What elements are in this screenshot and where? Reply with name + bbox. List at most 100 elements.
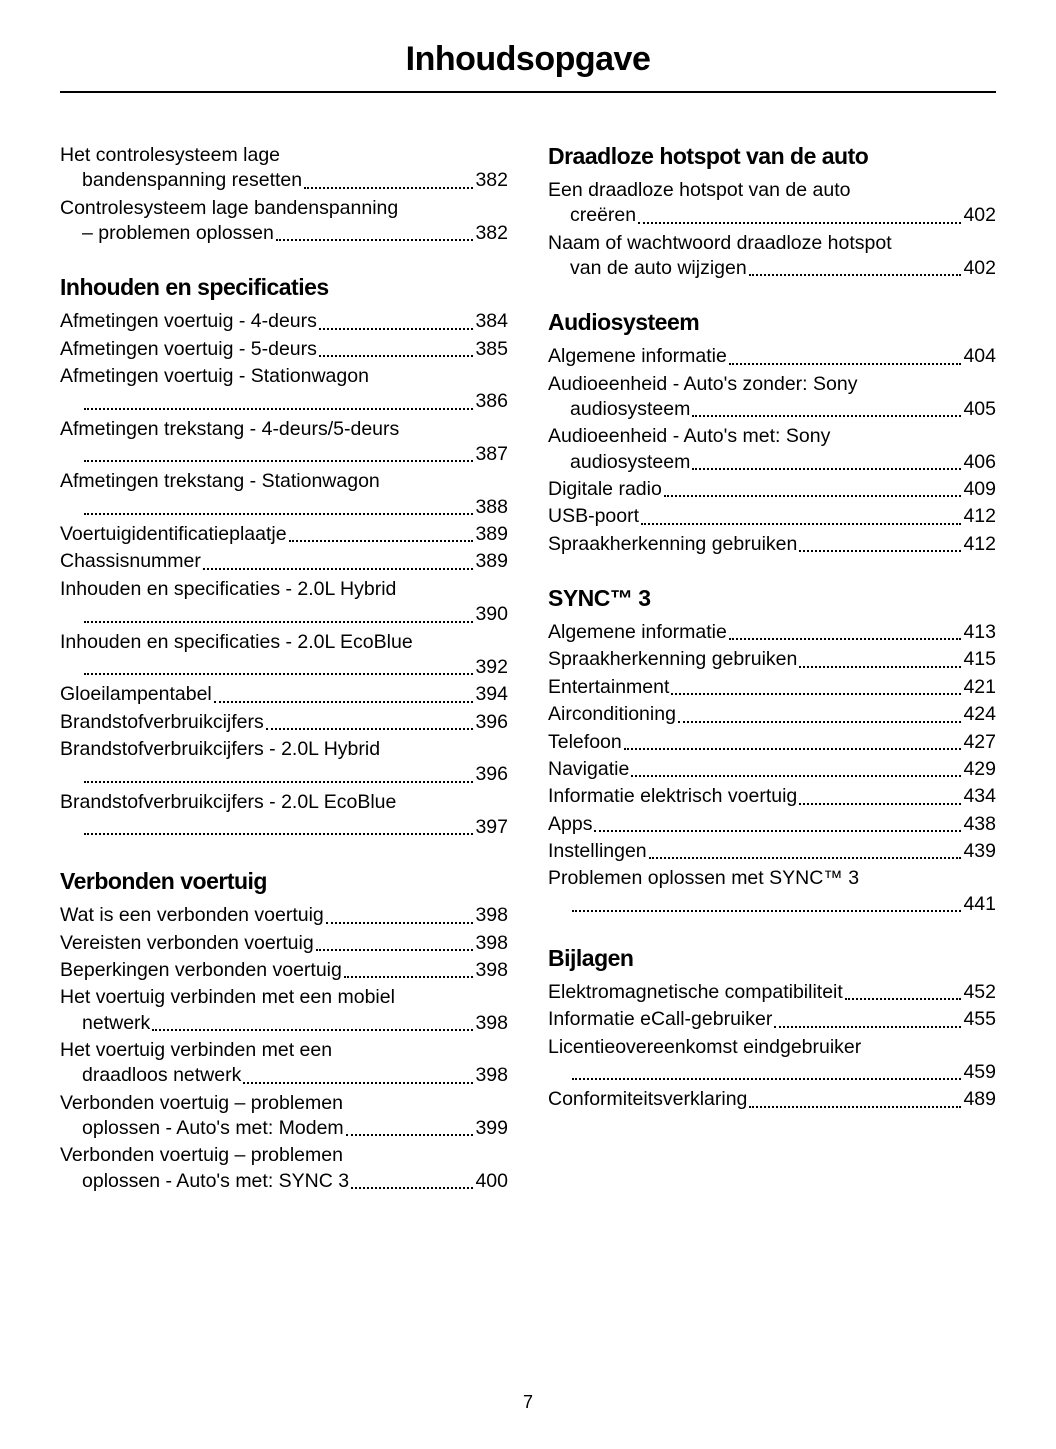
toc-entry: Apps438 xyxy=(548,812,996,837)
dot-leader xyxy=(346,1134,474,1136)
toc-entry-page: 434 xyxy=(963,784,996,809)
toc-entry-text-line1: Een draadloze hotspot van de auto xyxy=(548,178,996,203)
toc-entry-text-line1: Inhouden en specificaties - 2.0L Hybrid xyxy=(60,577,508,602)
dot-leader xyxy=(84,673,473,675)
toc-entry-text-line1: Het controlesysteem lage xyxy=(60,143,508,168)
toc-entry-page: 402 xyxy=(963,203,996,228)
toc-entry: Chassisnummer 389 xyxy=(60,549,508,574)
toc-entry: Conformiteitsverklaring 489 xyxy=(548,1087,996,1112)
toc-entry-text-line2: oplossen - Auto's met: SYNC 3 xyxy=(82,1169,349,1194)
toc-entry-text-line1: Licentieovereenkomst eindgebruiker xyxy=(548,1035,996,1060)
toc-entry-text: Chassisnummer xyxy=(60,549,201,574)
section-title: SYNC™ 3 xyxy=(548,585,996,612)
toc-entry-page: 382 xyxy=(475,221,508,246)
dot-leader xyxy=(692,415,961,417)
dot-leader xyxy=(243,1082,473,1084)
toc-entry-page: 402 xyxy=(963,256,996,281)
toc-entry-text-line1: Het voertuig verbinden met een mobiel xyxy=(60,985,508,1010)
toc-entry: Digitale radio409 xyxy=(548,477,996,502)
toc-entry: Naam of wachtwoord draadloze hotspotvan … xyxy=(548,231,996,282)
dot-leader xyxy=(572,910,961,912)
dot-leader xyxy=(671,693,961,695)
toc-entry: Verbonden voertuig – problemenoplossen -… xyxy=(60,1143,508,1194)
toc-entry-text: Spraakherkenning gebruiken xyxy=(548,647,797,672)
toc-entry: Algemene informatie413 xyxy=(548,620,996,645)
toc-entry-page: 388 xyxy=(475,495,508,520)
toc-entry-page: 441 xyxy=(963,892,996,917)
toc-entry-page: 412 xyxy=(963,504,996,529)
toc-entry-page: 389 xyxy=(475,549,508,574)
toc-entry: Audioeenheid - Auto's met: Sonyaudiosyst… xyxy=(548,424,996,475)
toc-entry-page: 413 xyxy=(963,620,996,645)
toc-entry-text-line1: Brandstofverbruikcijfers - 2.0L Hybrid xyxy=(60,737,508,762)
toc-entry-page: 400 xyxy=(475,1169,508,1194)
toc-entry-text: Beperkingen verbonden voertuig xyxy=(60,958,342,983)
toc-entry-text-line1: Naam of wachtwoord draadloze hotspot xyxy=(548,231,996,256)
toc-entry-text-line2: oplossen - Auto's met: Modem xyxy=(82,1116,344,1141)
toc-entry-text-line2: audiosysteem xyxy=(570,450,690,475)
toc-entry-text: Conformiteitsverklaring xyxy=(548,1087,747,1112)
toc-entry-text: Airconditioning xyxy=(548,702,676,727)
dot-leader xyxy=(203,568,474,570)
dot-leader xyxy=(304,187,473,189)
toc-entry-page: 406 xyxy=(963,450,996,475)
toc-entry-text-line1: Verbonden voertuig – problemen xyxy=(60,1143,508,1168)
toc-entry-page: 429 xyxy=(963,757,996,782)
toc-entry-page: 396 xyxy=(475,710,508,735)
toc-entry: Elektromagnetische compatibiliteit452 xyxy=(548,980,996,1005)
dot-leader xyxy=(351,1187,473,1189)
toc-entry: Het voertuig verbinden met een mobielnet… xyxy=(60,985,508,1036)
toc-entry-text-line1: Audioeenheid - Auto's met: Sony xyxy=(548,424,996,449)
toc-entry-page: 455 xyxy=(963,1007,996,1032)
dot-leader xyxy=(84,833,473,835)
dot-leader xyxy=(316,949,474,951)
toc-entry-page: 405 xyxy=(963,397,996,422)
toc-entry-page: 397 xyxy=(475,815,508,840)
section-title: Audiosysteem xyxy=(548,309,996,336)
toc-entry: Afmetingen trekstang - 4-deurs/5-deurs38… xyxy=(60,417,508,468)
dot-leader xyxy=(319,355,474,357)
toc-entry-text-line1: Verbonden voertuig – problemen xyxy=(60,1091,508,1116)
toc-entry-page: 398 xyxy=(475,1063,508,1088)
toc-entry-text-line1: Het voertuig verbinden met een xyxy=(60,1038,508,1063)
toc-entry-text-line1: Controlesysteem lage bandenspanning xyxy=(60,196,508,221)
toc-entry: Brandstofverbruikcijfers - 2.0L Hybrid39… xyxy=(60,737,508,788)
toc-entry-page: 399 xyxy=(475,1116,508,1141)
toc-entry-text: Digitale radio xyxy=(548,477,662,502)
toc-entry: Het voertuig verbinden met eendraadloos … xyxy=(60,1038,508,1089)
toc-entry-page: 382 xyxy=(475,168,508,193)
dot-leader xyxy=(84,408,473,410)
toc-entry-page: 385 xyxy=(475,337,508,362)
toc-entry-page: 421 xyxy=(963,675,996,700)
dot-leader xyxy=(319,328,474,330)
dot-leader xyxy=(799,550,961,552)
toc-entry-page: 398 xyxy=(475,931,508,956)
dot-leader xyxy=(845,998,962,1000)
dot-leader xyxy=(729,363,962,365)
toc-entry-text: Apps xyxy=(548,812,592,837)
toc-entry: Beperkingen verbonden voertuig398 xyxy=(60,958,508,983)
toc-entry-text-line2: bandenspanning resetten xyxy=(82,168,302,193)
toc-entry-text-line1: Afmetingen voertuig - Stationwagon xyxy=(60,364,508,389)
toc-entry: Afmetingen voertuig - 4-deurs384 xyxy=(60,309,508,334)
dot-leader xyxy=(649,857,962,859)
toc-entry-text-line1: Inhouden en specificaties - 2.0L EcoBlue xyxy=(60,630,508,655)
toc-entry-page: 412 xyxy=(963,532,996,557)
toc-entry-page: 396 xyxy=(475,762,508,787)
dot-leader xyxy=(641,523,961,525)
toc-entry: Navigatie429 xyxy=(548,757,996,782)
toc-entry-text: Afmetingen voertuig - 5-deurs xyxy=(60,337,317,362)
toc-entry-text: Wat is een verbonden voertuig xyxy=(60,903,324,928)
toc-entry-page: 389 xyxy=(475,522,508,547)
toc-entry-page: 489 xyxy=(963,1087,996,1112)
dot-leader xyxy=(572,1078,961,1080)
toc-entry-text-line2: netwerk xyxy=(82,1011,150,1036)
dot-leader xyxy=(326,922,474,924)
dot-leader xyxy=(594,830,961,832)
toc-entry: Voertuigidentificatieplaatje389 xyxy=(60,522,508,547)
toc-entry-text: Brandstofverbruikcijfers xyxy=(60,710,264,735)
toc-entry: Entertainment421 xyxy=(548,675,996,700)
dot-leader xyxy=(84,781,473,783)
toc-entry: Informatie eCall-gebruiker455 xyxy=(548,1007,996,1032)
toc-entry-text: USB-poort xyxy=(548,504,639,529)
